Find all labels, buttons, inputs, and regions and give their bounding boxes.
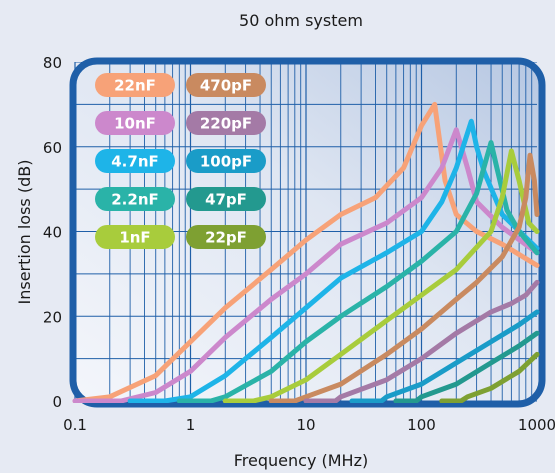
y-tick-label: 80 [43,54,62,72]
legend-swatch [95,225,175,249]
x-tick-label: 10 [296,416,315,434]
legend-label: 22pF [205,229,247,247]
y-tick-label: 40 [43,224,62,242]
legend-label: 470pF [200,77,252,95]
legend-label: 2.2nF [111,191,159,209]
legend-item-220pF: 220pF [186,111,266,135]
series-line-10nF [72,127,540,403]
legend-label: 10nF [114,115,156,133]
series-line-220pF [303,279,540,403]
y-axis-label: Insertion loss (dB) [15,160,34,305]
legend-label: 1nF [119,229,150,247]
legend-item-4.7nF: 4.7nF [95,149,175,173]
legend-item-2.2nF: 2.2nF [95,187,175,211]
series-line-100pF [349,309,540,403]
legend-label: 100pF [200,153,252,171]
legend-swatch [95,149,175,173]
y-tick-label: 0 [52,393,62,411]
series-line-4.7nF [127,118,540,403]
legend-swatch [95,73,175,97]
legend-swatch [95,111,175,135]
legend-swatch [186,187,266,211]
x-tick-label: 1 [186,416,196,434]
x-tick-label: 1000 [518,416,555,434]
series-line-1nF [222,148,540,403]
legend-item-100pF: 100pF [186,149,266,173]
chart-title: 50 ohm system [239,11,363,30]
y-tick-label: 20 [43,308,62,326]
legend-item-470pF: 470pF [186,73,266,97]
legend-item-22nF: 22nF [95,73,175,97]
legend-swatch [186,111,266,135]
legend-item-1nF: 1nF [95,225,175,249]
legend-label: 220pF [200,115,252,133]
legend: 22nF 470pF 10nF 220pF 4.7nF 100pF 2.2nF 47pF 1nF… [95,73,266,249]
legend-swatch [186,149,266,173]
legend-item-22pF: 22pF [186,225,266,249]
x-tick-label: 100 [407,416,436,434]
legend-label: 4.7nF [111,153,159,171]
legend-item-10nF: 10nF [95,111,175,135]
x-tick-label: 0.1 [63,416,87,434]
series-line-22pF [439,351,540,403]
y-tick-labels: 0 20 40 60 80 [43,54,62,411]
x-tick-labels: 0.1 1 10 100 1000 [63,416,555,434]
legend-swatch [186,73,266,97]
series-line-470pF [268,152,540,403]
legend-label: 22nF [114,77,156,95]
legend-label: 47pF [205,191,247,209]
legend-swatch [186,225,266,249]
series-line-47pF [393,330,540,403]
y-tick-label: 60 [43,139,62,157]
x-axis-label: Frequency (MHz) [234,451,368,470]
legend-item-47pF: 47pF [186,187,266,211]
curves [72,101,540,403]
legend-swatch [95,187,175,211]
